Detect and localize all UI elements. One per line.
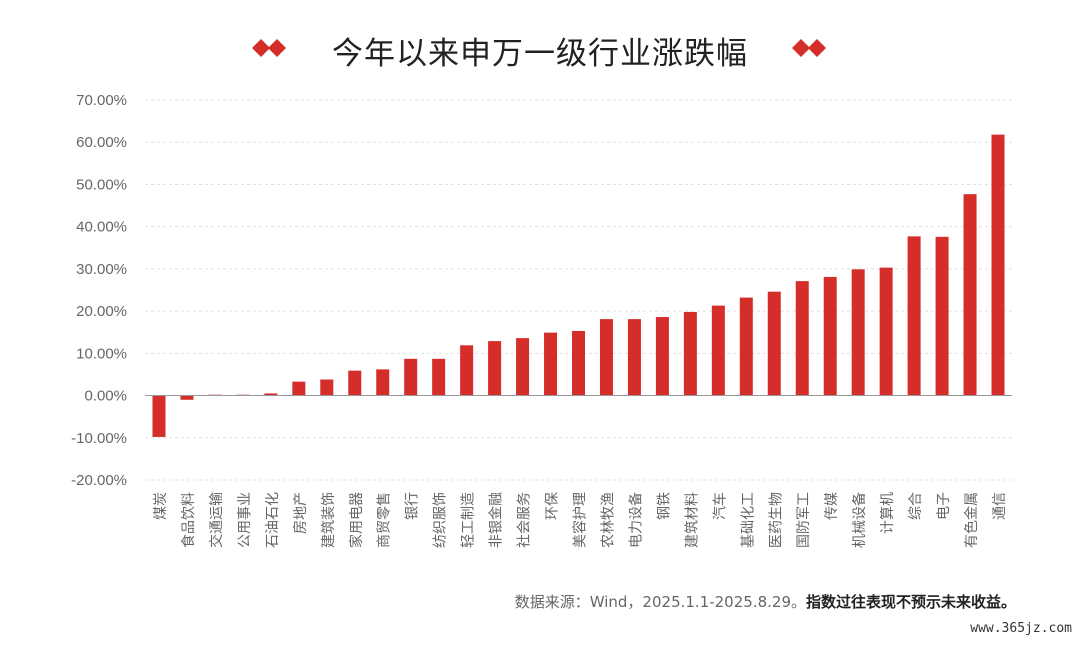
bar — [320, 379, 334, 396]
bar — [963, 194, 977, 396]
x-tick-label: 钢铁 — [656, 492, 672, 520]
bar — [879, 267, 893, 396]
bar — [460, 345, 474, 396]
x-tick-label: 美容护理 — [572, 492, 589, 548]
bar — [823, 276, 837, 396]
x-tick-label: 公用事业 — [237, 492, 253, 548]
watermark: www.365jz.com — [970, 621, 1072, 636]
x-tick-label: 建筑装饰 — [321, 492, 337, 548]
bar — [348, 370, 362, 396]
bar — [599, 319, 613, 396]
bar — [180, 395, 194, 400]
bar — [935, 236, 949, 396]
source-note: 数据来源：Wind，2025.1.1-2025.8.29。指数过往表现不预示未来… — [515, 591, 1016, 612]
diamond-decoration-left-icon — [252, 39, 286, 57]
bar — [544, 332, 558, 396]
x-tick-label: 银行 — [405, 492, 421, 520]
bar — [739, 297, 753, 396]
bar — [711, 305, 725, 396]
bar — [264, 393, 278, 396]
title-row: 今年以来申万一级行业涨跌幅 — [0, 24, 1080, 74]
y-tick-label: 70.00% — [76, 92, 127, 109]
x-tick-label: 房地产 — [293, 492, 309, 534]
y-tick-label: 30.00% — [76, 261, 127, 278]
x-tick-label: 建筑材料 — [684, 492, 700, 548]
x-tick-label: 农林牧渔 — [600, 492, 616, 548]
x-tick-label: 通信 — [992, 492, 1008, 520]
bar — [292, 381, 306, 396]
x-tick-label: 医药生物 — [768, 492, 784, 548]
bar — [683, 311, 697, 396]
x-tick-label: 传媒 — [824, 492, 840, 520]
source-text: 数据来源：Wind，2025.1.1-2025.8.29。 — [514, 593, 806, 611]
bar — [572, 330, 585, 396]
x-tick-label: 国防军工 — [796, 492, 812, 548]
x-tick-label: 基础化工 — [739, 492, 756, 548]
y-tick-label: -10.00% — [71, 430, 127, 447]
bar — [767, 291, 781, 396]
bar — [627, 319, 641, 396]
x-tick-label: 机械设备 — [851, 492, 868, 548]
x-tick-label: 商贸零售 — [377, 492, 393, 548]
x-tick-label: 石油石化 — [265, 492, 281, 548]
diamond-decoration-right-icon — [792, 39, 826, 57]
bar — [152, 395, 166, 437]
x-tick-label: 轻工制造 — [461, 492, 477, 548]
x-tick-label: 交通运输 — [208, 492, 225, 548]
disclaimer-text: 指数过往表现不预示未来收益。 — [805, 593, 1016, 611]
bar — [907, 236, 921, 396]
x-tick-label: 综合 — [908, 492, 924, 520]
bar — [655, 317, 669, 396]
chart-title: 今年以来申万一级行业涨跌幅 — [332, 36, 748, 72]
y-tick-label: -20.00% — [71, 472, 127, 489]
bar — [404, 358, 418, 396]
x-tick-label: 汽车 — [711, 492, 728, 520]
y-tick-label: 40.00% — [76, 219, 127, 236]
x-tick-label: 电力设备 — [627, 492, 644, 548]
bar — [991, 134, 1005, 396]
bar — [488, 341, 502, 396]
x-tick-label: 非银金融 — [489, 492, 505, 548]
y-tick-label: 20.00% — [76, 303, 127, 320]
y-tick-label: 10.00% — [76, 345, 127, 362]
bar — [795, 281, 809, 396]
x-tick-label: 计算机 — [880, 492, 896, 534]
x-tick-label: 纺织服饰 — [433, 492, 449, 548]
x-tick-label: 环保 — [545, 492, 561, 520]
x-tick-label: 有色金属 — [963, 492, 980, 548]
y-tick-label: 0.00% — [84, 388, 127, 405]
y-tick-label: 60.00% — [76, 134, 127, 151]
bar-chart: 70.00% 60.00% 50.00% 40.00% 30.00% 20.00% 10.0… — [71, 92, 1012, 548]
x-tick-label: 社会服务 — [517, 492, 533, 548]
bar — [851, 269, 865, 396]
x-tick-label: 食品饮料 — [180, 492, 197, 548]
x-tick-label: 家用电器 — [348, 492, 365, 548]
bar — [432, 358, 446, 396]
bar — [516, 338, 530, 396]
y-tick-label: 50.00% — [76, 176, 127, 193]
x-tick-label: 煤炭 — [153, 492, 169, 520]
x-tick-label: 电子 — [936, 492, 952, 520]
bar — [376, 369, 390, 396]
